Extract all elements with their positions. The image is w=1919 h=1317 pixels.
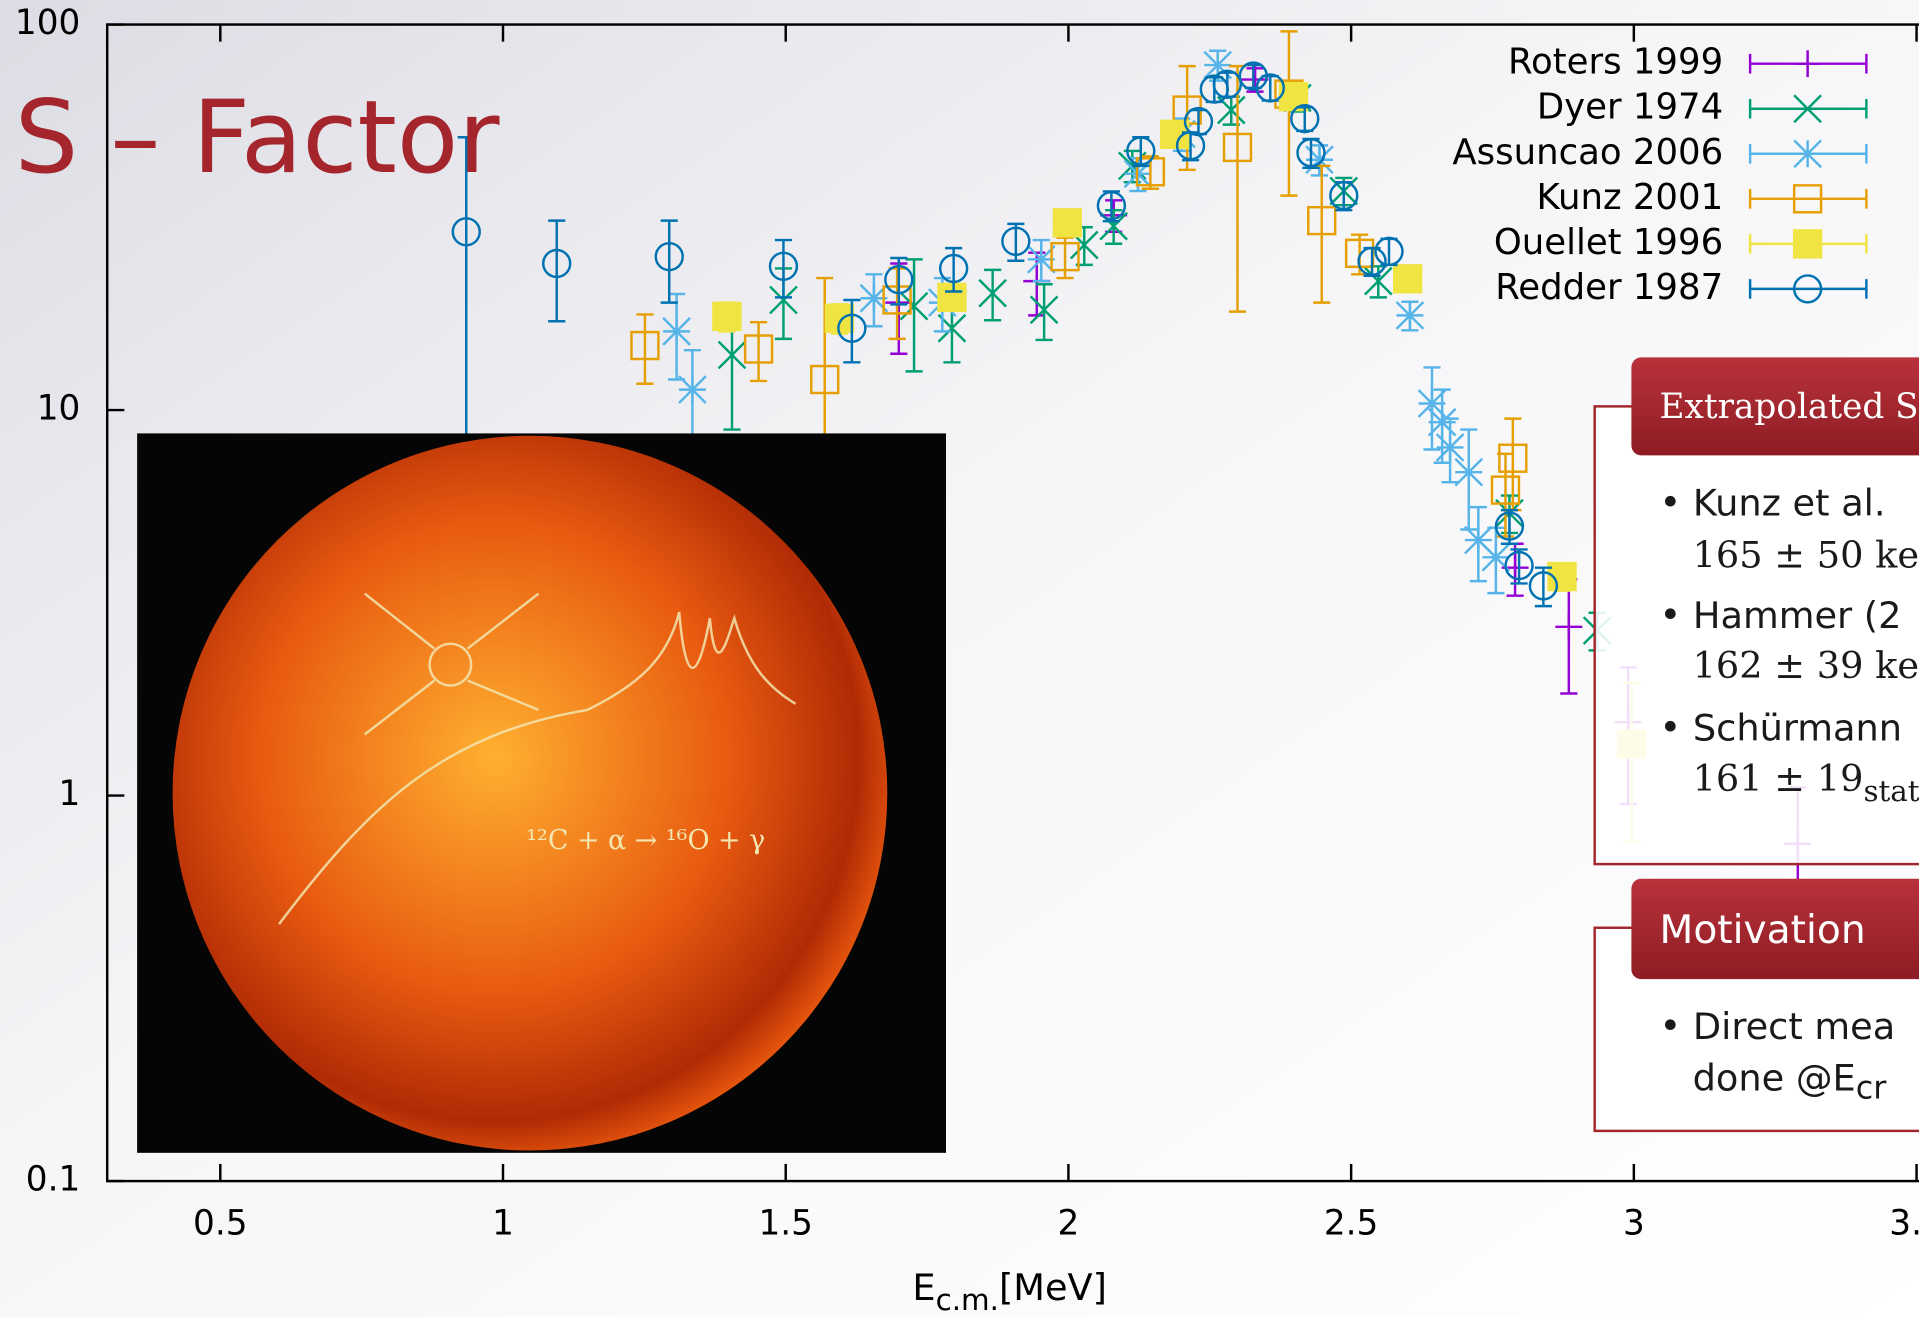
x-tick-label: 3.5 [1889,1204,1919,1244]
marker [679,376,706,403]
box-header: Extrapolated S [1660,387,1919,427]
page: {"slide":{"title":"S – Factor","reaction… [0,0,1919,1317]
marker [1396,302,1423,329]
x-label-main: E [912,1265,935,1308]
marker [938,284,965,311]
value-text: 162 ± 39 ke [1693,644,1919,687]
x-tick-label: 1.5 [758,1204,812,1244]
x-label-sub: c.m. [936,1283,999,1317]
x-tick-label: 0.5 [193,1204,247,1244]
bullet: • Schürmann [1660,706,1903,749]
marker [713,303,740,330]
x-tick-label: 2 [1058,1204,1080,1244]
marker [663,318,690,345]
subscript: cr [1856,1068,1887,1106]
slide-title: S – Factor [15,79,501,196]
value-main: 161 ± 19 [1693,756,1864,799]
legend-label: Ouellet 1996 [1494,222,1723,263]
box-header: Motivation [1660,908,1866,953]
y-tick-label: 10 [37,389,81,429]
x-label-unit: [MeV] [999,1265,1107,1308]
y-tick-label: 1 [58,774,80,814]
y-tick-label: 100 [15,3,80,43]
bullet-text: Kunz et al. [1693,481,1886,524]
marker [1429,409,1456,436]
legend-marker [1794,230,1821,257]
bullet: • Kunz et al. [1660,481,1886,524]
marker [1394,265,1421,292]
bullet-text: Schürmann [1693,706,1902,749]
bullet-main: done @E [1693,1056,1856,1099]
legend-marker [1794,140,1821,167]
marker [1437,434,1464,461]
x-tick-label: 1 [492,1204,514,1244]
y-tick-label: 0.1 [26,1160,80,1200]
marker [1455,459,1482,486]
legend-label: Redder 1987 [1495,267,1723,308]
x-tick-label: 3 [1623,1204,1645,1244]
subscript: stat [1863,774,1919,808]
legend-label: Kunz 2001 [1536,177,1723,218]
x-tick-label: 2.5 [1324,1204,1378,1244]
marker [1054,209,1081,236]
bullet: • Hammer (2 [1660,593,1902,636]
box-extrapolated: Extrapolated S • Kunz et al. 165 ± 50 ke… [1595,357,1919,864]
box-motivation: Motivation • Direct mea done @Ecr [1595,879,1919,1131]
slide: 0.1 1 10 100 0.5 1 1.5 2 2.5 3 3.5 Ec.m.[MeV] Roters… [0,0,1919,1317]
reaction-label: ¹²C + α → ¹⁶O + γ [526,825,765,856]
bullet: • Direct mea [1660,1005,1896,1048]
legend-label: Roters 1999 [1508,42,1723,83]
sun-image: ¹²C + α → ¹⁶O + γ [137,433,946,1153]
bullet-text: Direct mea [1693,1005,1895,1048]
legend-label: Assuncao 2006 [1452,132,1723,173]
value-text: 165 ± 50 ke [1693,534,1919,577]
legend-label: Dyer 1974 [1537,87,1723,128]
bullet-text: Hammer (2 [1693,593,1902,636]
